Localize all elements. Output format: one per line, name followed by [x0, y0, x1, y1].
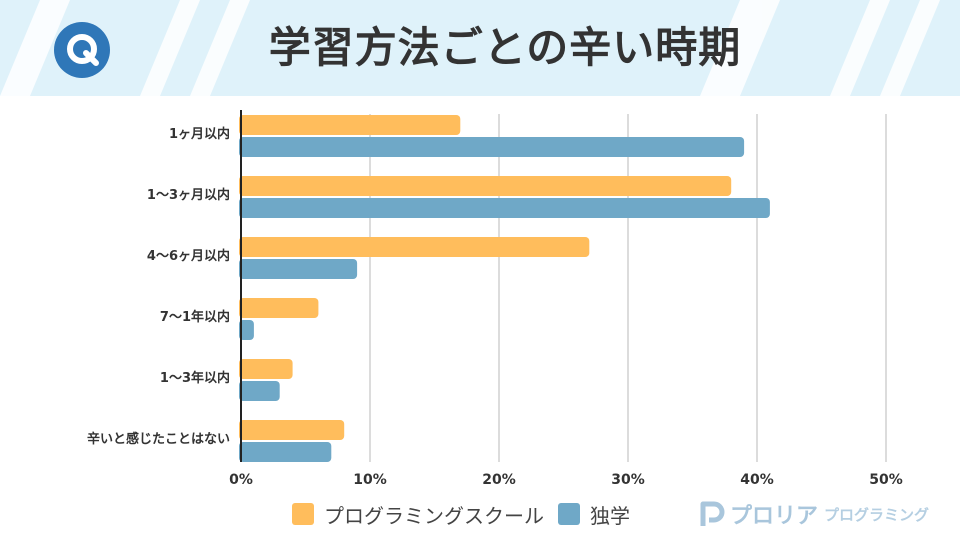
legend-item-school: プログラミングスクール [292, 500, 544, 529]
category-label: 辛いと感じたことはない [87, 431, 230, 447]
legend: プログラミングスクール 独学 [292, 498, 644, 530]
brand-sub: プログラミング [824, 505, 930, 524]
bar-school [239, 420, 345, 440]
header-banner: 学習方法ごとの辛い時期 [0, 0, 960, 96]
category-label: 1～3ヶ月以内 [147, 187, 230, 203]
bar-self [239, 381, 280, 401]
x-tick-label: 40% [740, 472, 774, 488]
legend-swatch-school [292, 503, 314, 525]
legend-item-self: 独学 [558, 500, 630, 529]
category-label: 7～1年以内 [160, 309, 230, 325]
x-tick-label: 30% [611, 472, 645, 488]
bar-school [239, 176, 732, 196]
legend-label-self: 独学 [590, 503, 630, 528]
category-label: 1ヶ月以内 [169, 126, 230, 142]
q-logo-icon [54, 22, 110, 78]
bar-self [239, 320, 254, 340]
brand-p-icon [700, 501, 725, 526]
x-tick-label: 20% [482, 472, 516, 488]
category-label: 1～3年以内 [160, 370, 230, 386]
x-tick-label: 10% [353, 472, 387, 488]
bar-self [239, 198, 770, 218]
brand-logo: プロリア プログラミング [700, 498, 929, 530]
bar-self [239, 442, 332, 462]
bar-school [239, 359, 293, 379]
bar-school [239, 237, 590, 257]
x-tick-label: 0% [229, 472, 253, 488]
bar-self [239, 259, 358, 279]
bar-school [239, 298, 319, 318]
category-label: 4～6ヶ月以内 [147, 248, 230, 264]
page-title: 学習方法ごとの辛い時期 [268, 23, 742, 72]
header-stripes [0, 0, 940, 96]
x-tick-label: 50% [869, 472, 903, 488]
bar-school [239, 115, 461, 135]
bar-chart: 0% 10% 20% 30% 40% 50% 1ヶ月以内 1～3ヶ月以内 4～6ヶ月以内 7～1年… [87, 110, 903, 488]
bar-self [239, 137, 745, 157]
legend-swatch-self [558, 503, 580, 525]
legend-label-school: プログラミングスクール [324, 503, 544, 528]
brand-name: プロリア [730, 504, 819, 529]
